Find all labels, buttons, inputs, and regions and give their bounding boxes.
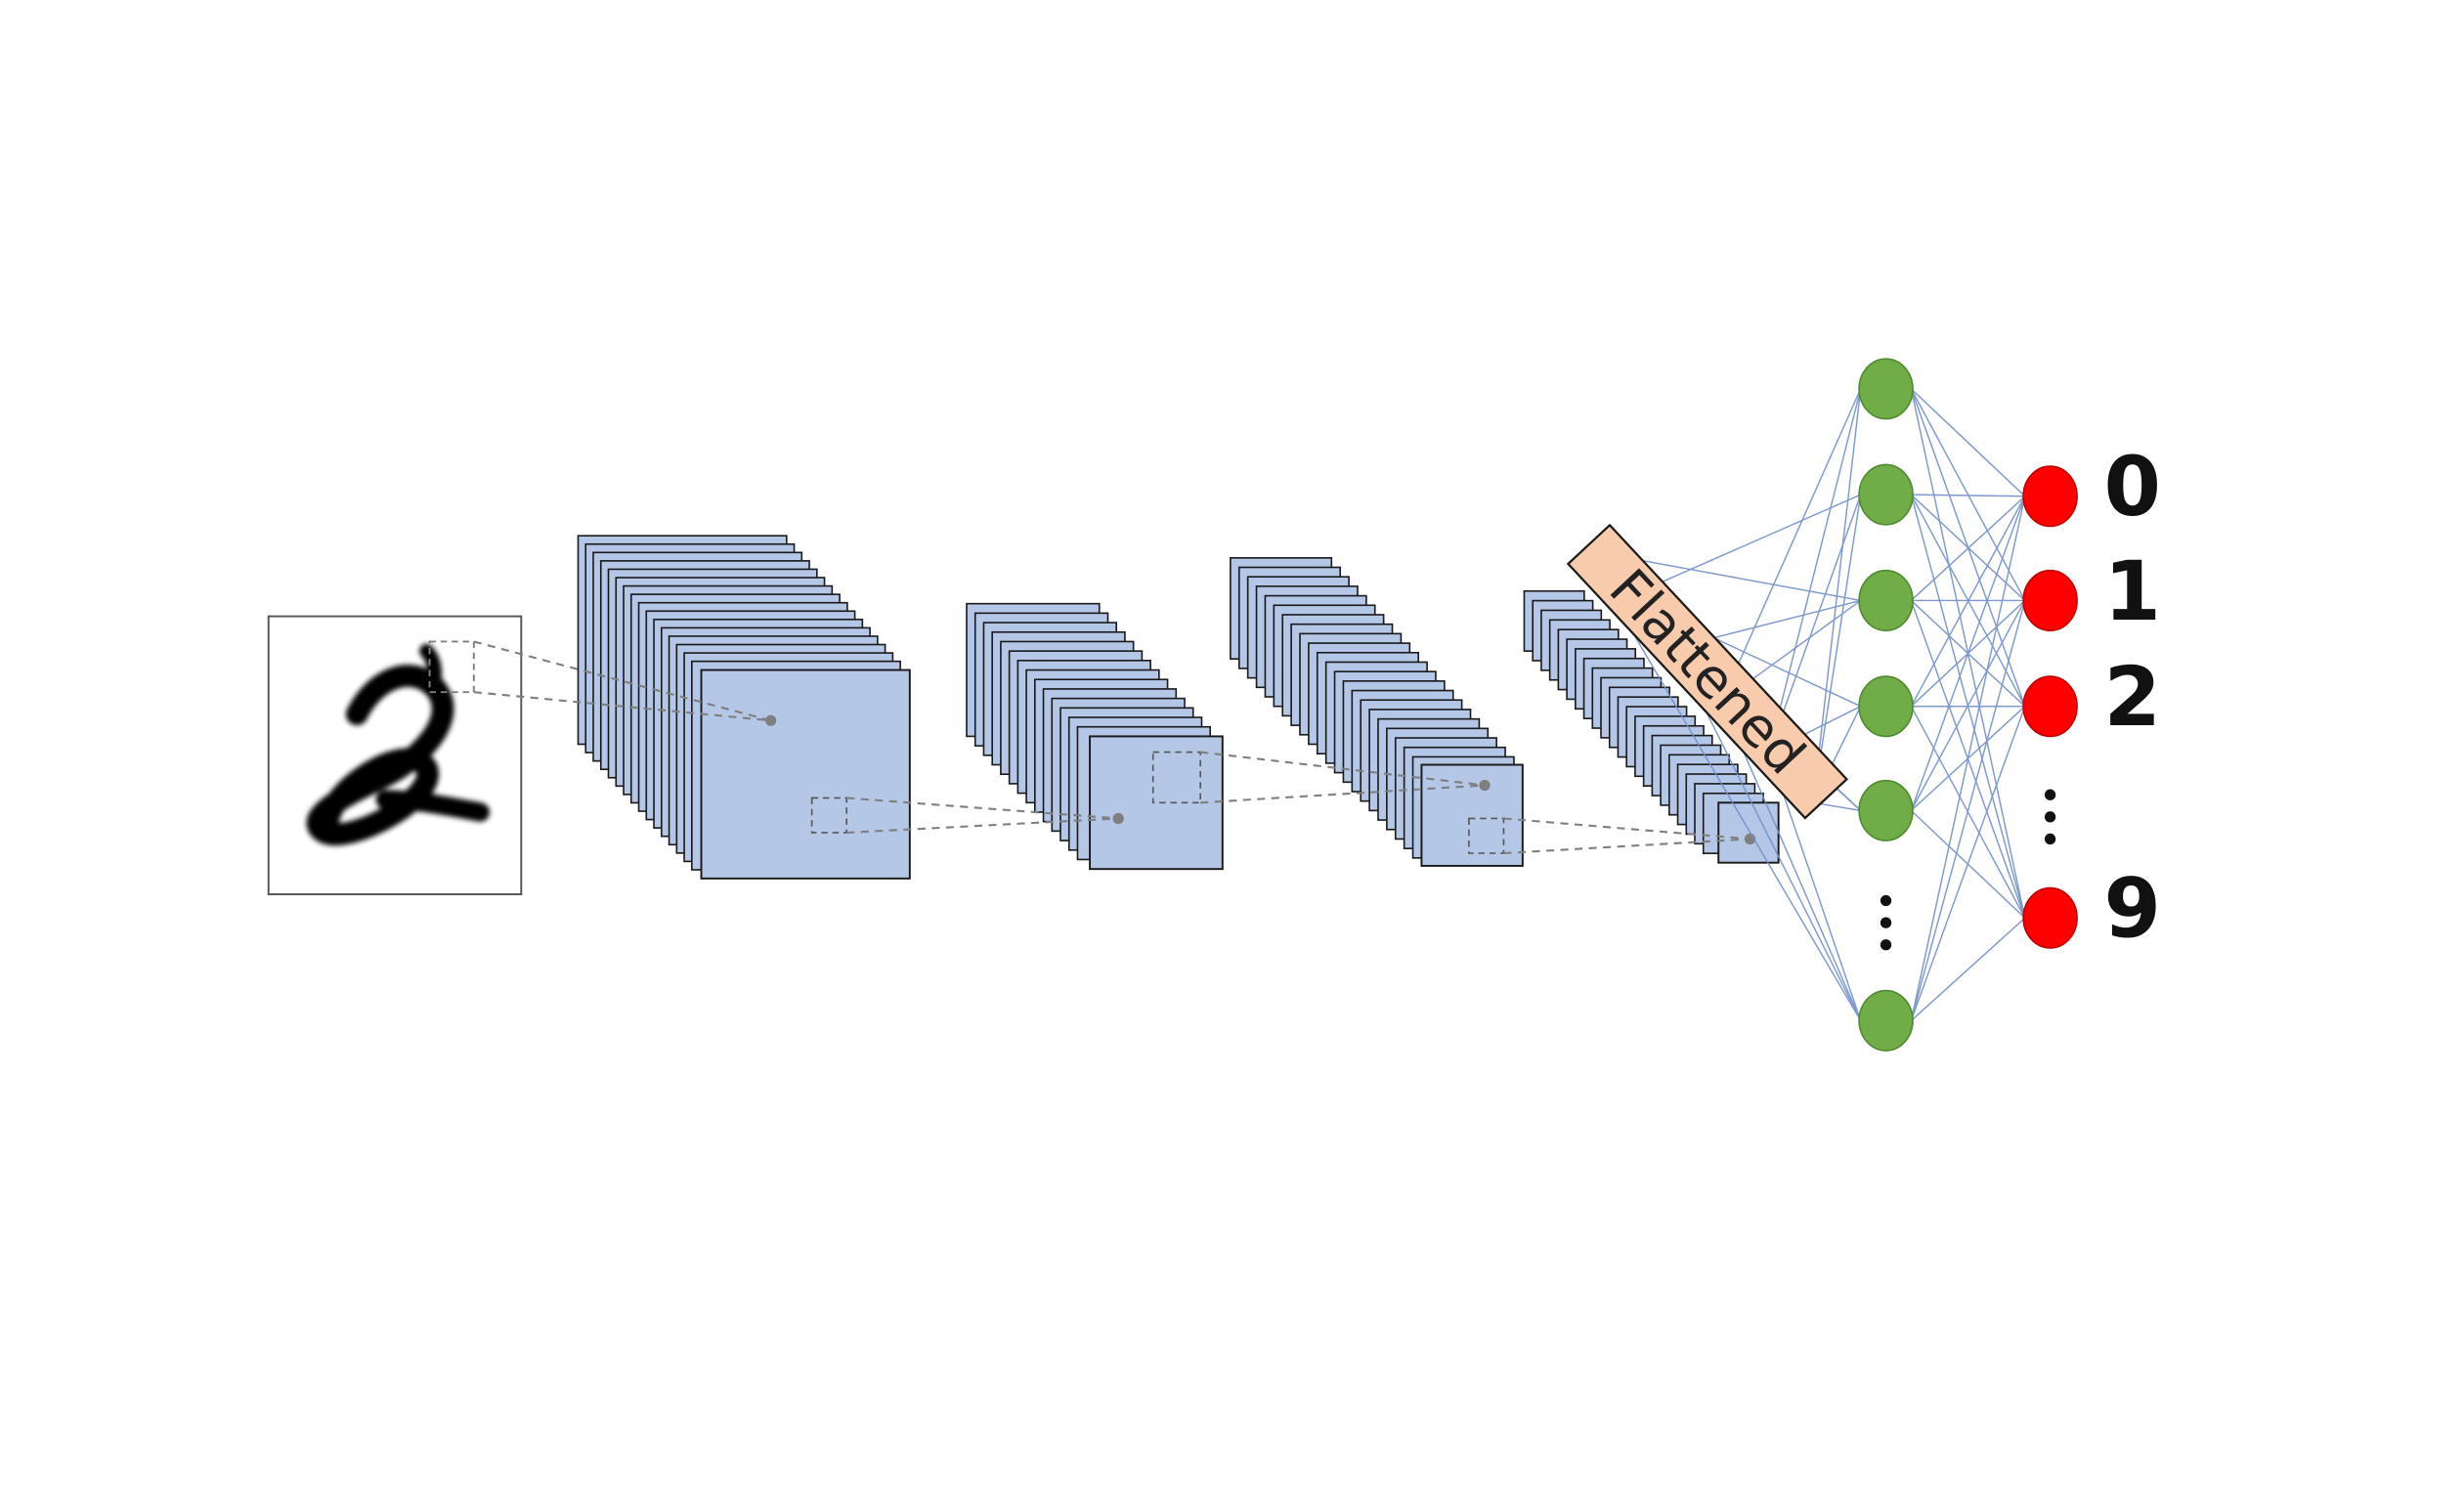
output-ellipsis-icon xyxy=(2045,790,2055,845)
hidden-neuron xyxy=(1859,781,1913,841)
connection-line xyxy=(1911,496,2024,1021)
output-label-2: 2 xyxy=(2104,649,2161,745)
connection-line xyxy=(1813,389,1860,802)
projection-dot xyxy=(1112,813,1123,824)
output-neuron xyxy=(2023,676,2077,736)
output-label-0: 0 xyxy=(2104,439,2161,535)
hidden-ellipsis-icon xyxy=(1880,895,1891,951)
output-neuron xyxy=(2023,571,2077,630)
connection-line xyxy=(1911,496,2024,811)
output-label-9: 9 xyxy=(2104,861,2161,957)
output-neuron xyxy=(2023,466,2077,526)
connection-line xyxy=(1911,707,2024,1021)
hidden-neuron xyxy=(1859,991,1913,1051)
connection-line xyxy=(1911,389,2024,496)
output-neuron xyxy=(2023,888,2077,948)
connection-line xyxy=(1721,389,1860,702)
hidden-neuron xyxy=(1859,571,1913,630)
projection-dot xyxy=(1479,780,1490,791)
conv2-feature-maps xyxy=(1231,558,1523,866)
hidden-neuron xyxy=(1859,464,1913,524)
hidden-neuron xyxy=(1859,676,1913,736)
connection-line xyxy=(1911,600,2024,1020)
conv1-map-front xyxy=(702,670,910,879)
output-labels: 0 1 2 9 xyxy=(2104,439,2161,956)
conv2-map-front xyxy=(1421,765,1522,866)
connection-line xyxy=(1911,600,2024,810)
conv1-feature-maps xyxy=(578,536,909,879)
output-label-1: 1 xyxy=(2104,543,2161,639)
connection-line xyxy=(1769,389,1861,753)
connection-line xyxy=(1911,495,2024,496)
connection-line xyxy=(1911,918,2024,1020)
pool1-feature-maps xyxy=(967,604,1223,869)
output-layer xyxy=(2023,466,2077,948)
hidden-neuron xyxy=(1859,359,1913,418)
input-image xyxy=(269,617,522,894)
projection-dot xyxy=(765,715,776,726)
